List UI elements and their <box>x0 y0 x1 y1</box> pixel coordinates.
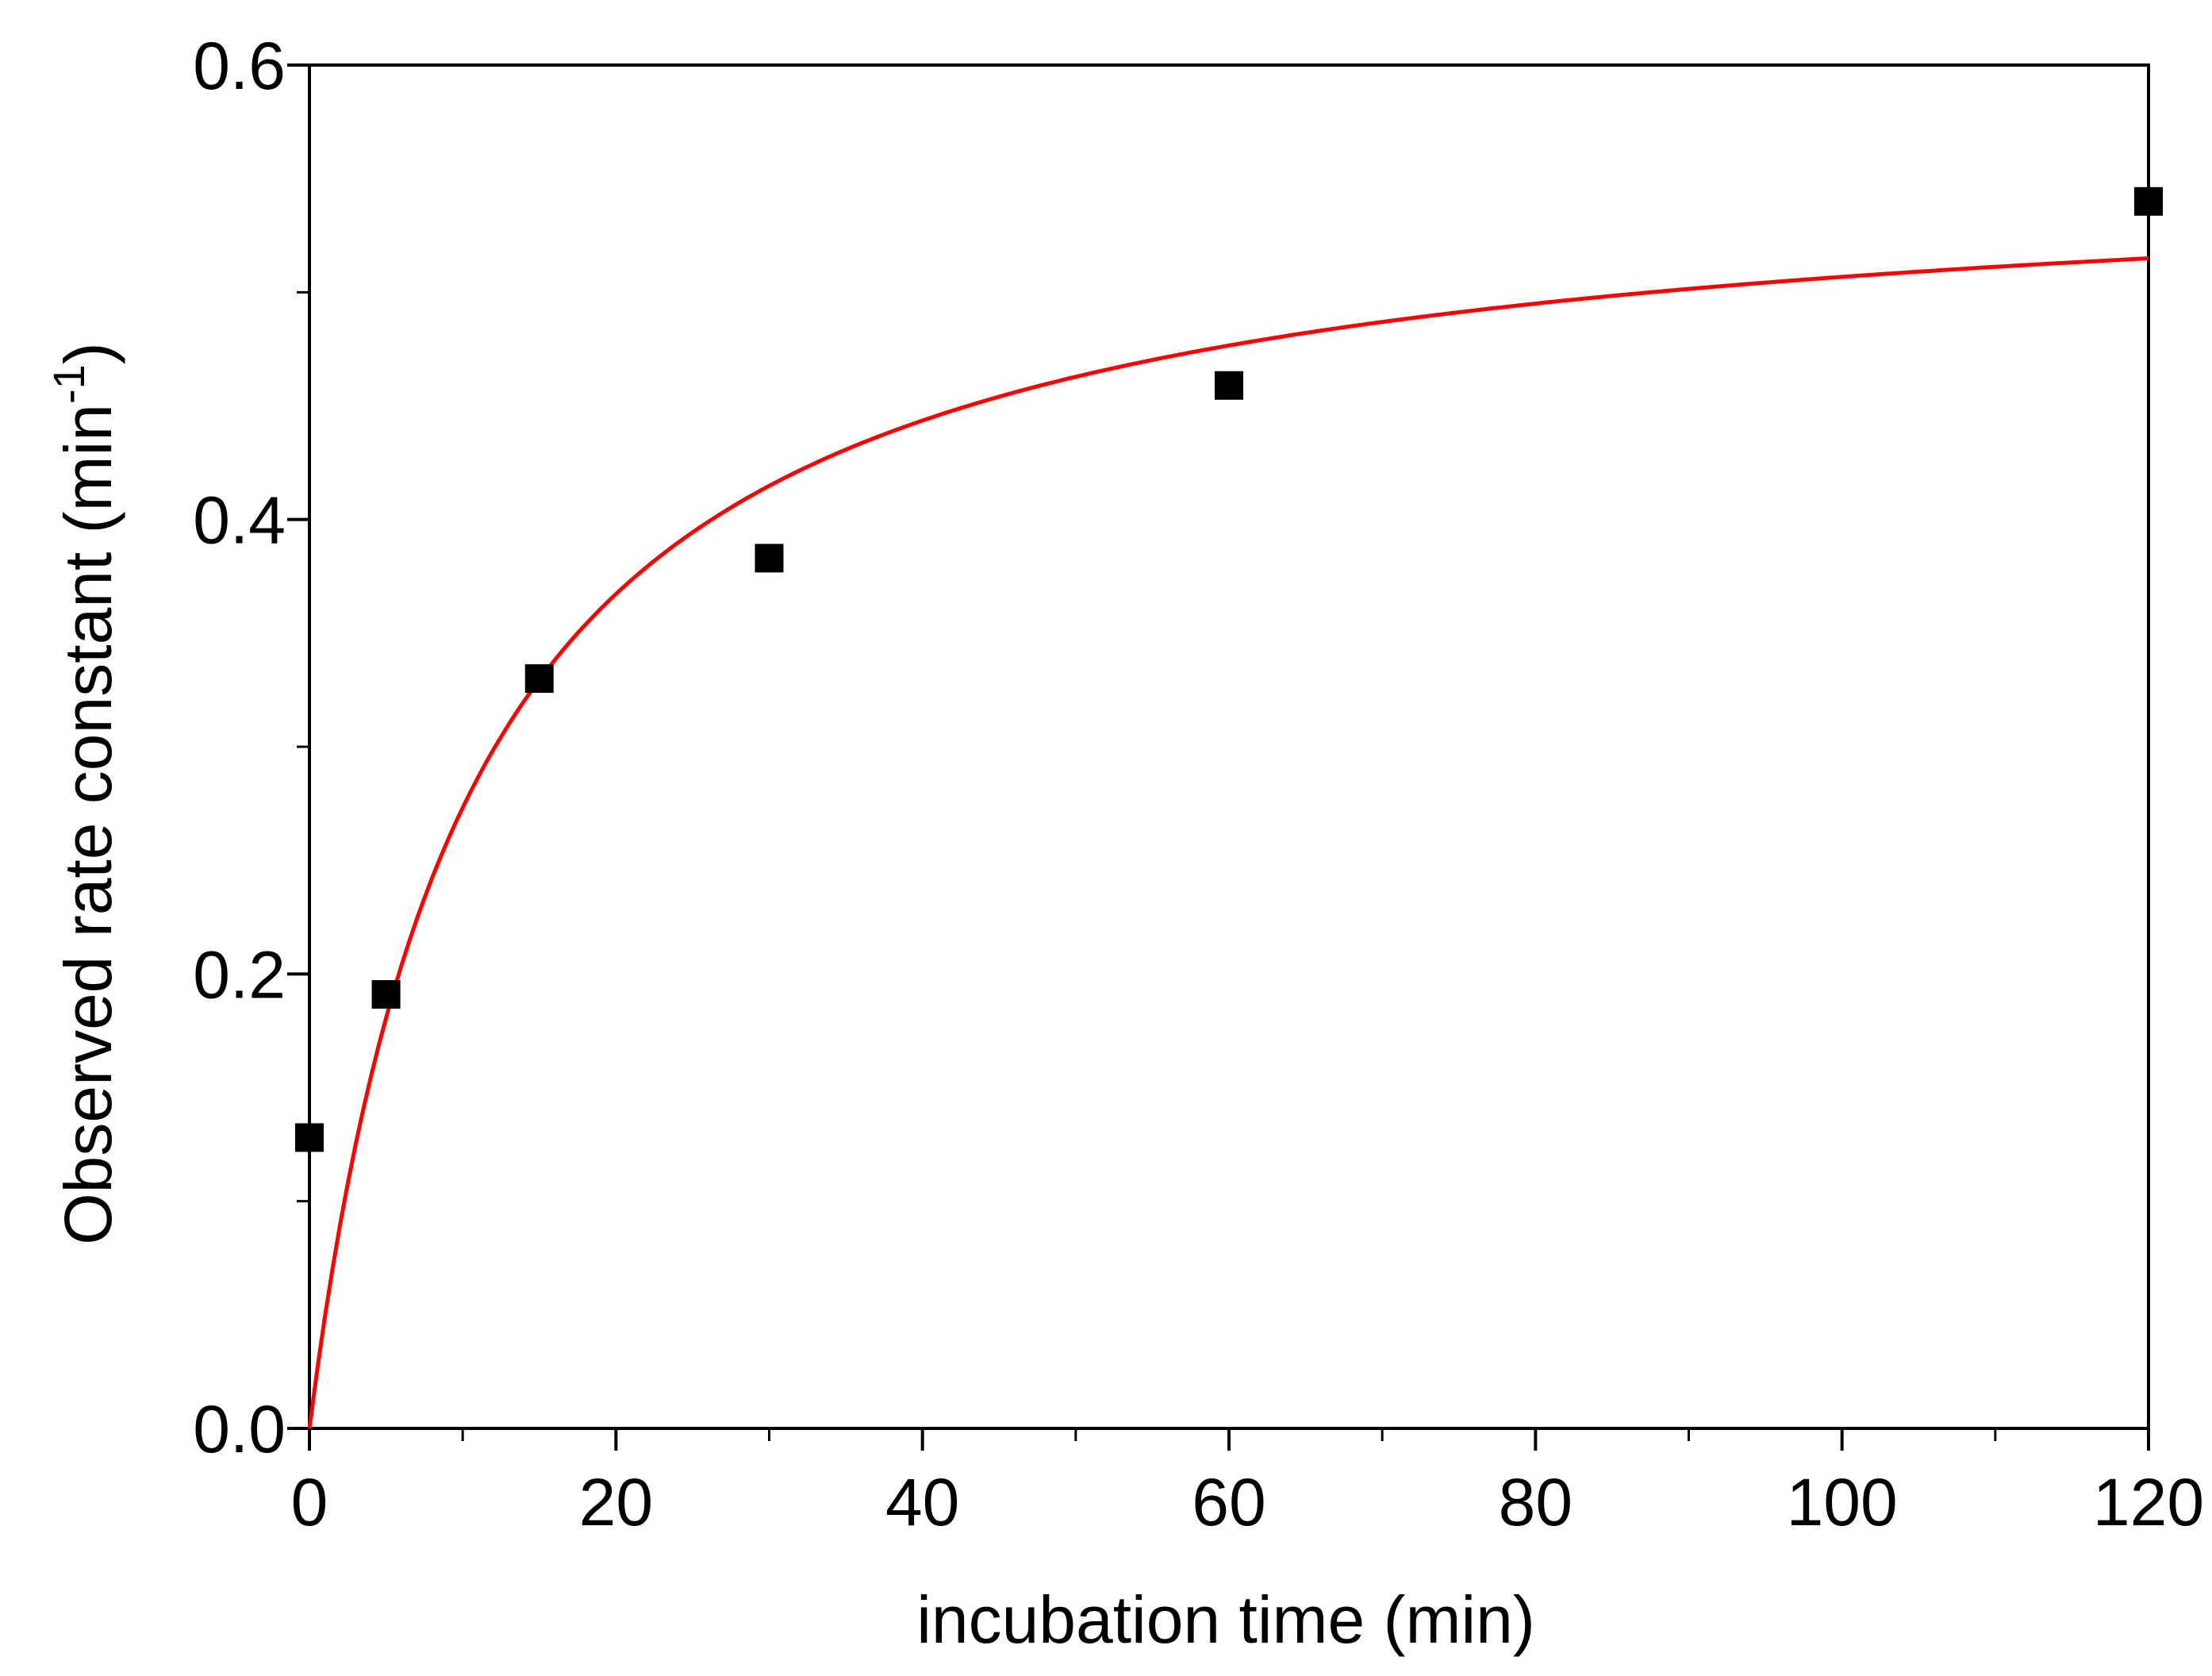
y-tick-label: 0.2 <box>193 937 286 1012</box>
fit-curve <box>307 256 2149 1429</box>
plot-area <box>308 63 2150 1430</box>
data-point <box>295 1123 324 1152</box>
data-markers-layer <box>295 186 2163 1152</box>
x-tick-label: 0 <box>291 1465 328 1540</box>
y-tick-label: 0.0 <box>193 1392 286 1466</box>
x-tick-label: 120 <box>2093 1465 2204 1540</box>
x-axis-title: incubation time (min) <box>916 1582 1535 1657</box>
y-tick-label: 0.4 <box>193 483 286 558</box>
y-axis: 0.0 0.2 0.4 0.6 <box>193 29 309 1466</box>
x-tick-label: 20 <box>579 1465 653 1540</box>
y-axis-title-main: Observed rate constant (min <box>51 404 125 1245</box>
y-axis-title: Observed rate constant (min-1) <box>44 342 125 1245</box>
fit-curve-layer <box>307 256 2149 1429</box>
data-point <box>524 664 554 694</box>
data-point <box>1215 371 1243 400</box>
x-tick-label: 80 <box>1499 1465 1573 1540</box>
data-point <box>371 980 401 1009</box>
y-tick-label: 0.6 <box>193 29 286 103</box>
x-tick-label: 60 <box>1192 1465 1265 1540</box>
data-point <box>2134 186 2163 216</box>
x-axis: 0 20 40 60 80 100 120 <box>291 1428 2204 1540</box>
x-tick-label: 100 <box>1787 1465 1898 1540</box>
y-axis-title-superscript: -1 <box>44 364 94 404</box>
y-axis-title-close: ) <box>51 342 125 364</box>
plot-frame <box>308 63 2150 1430</box>
x-tick-label: 40 <box>885 1465 959 1540</box>
data-point <box>755 544 784 573</box>
